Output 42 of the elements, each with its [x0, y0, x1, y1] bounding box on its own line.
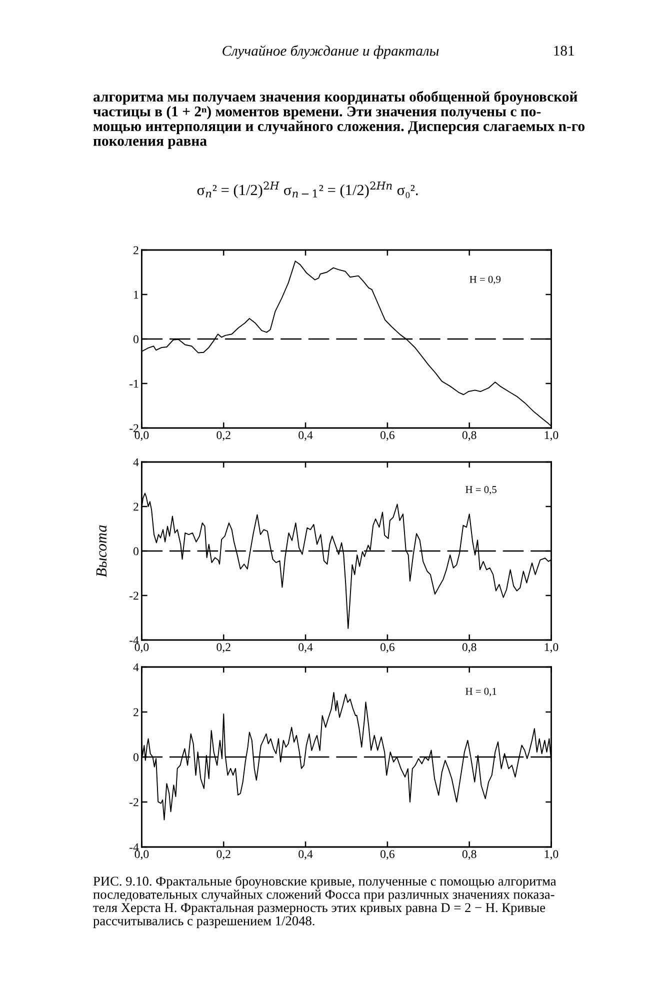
x-tick-label: 0,0: [134, 850, 149, 860]
x-tick-label: 1,0: [544, 850, 558, 860]
y-tick-label: 0: [133, 753, 138, 762]
text: алгоритма мы получаем значения координаты обобщенной броуновской частицы в (1 + 2ⁿ) моментов времени. Эти значения получены с по- мощью интерполяции и случайного сложения. Дисперсия слагаемых n-го поколения равна: [93, 91, 585, 149]
y-tick-label: 0: [133, 335, 138, 344]
y-tick-label: 1: [134, 290, 138, 299]
x-tick-label: 1,0: [544, 643, 558, 653]
x-tick-label: 0,0: [134, 431, 149, 441]
x-tick-label: 0,6: [380, 431, 394, 441]
x-tick-label: 1,0: [544, 431, 558, 441]
annotation: H = 0,1: [466, 688, 496, 696]
text: РИС. 9.10. Фрактальные броуновские кривые, полученные с помощью алгоритма последовательных случайных сложений Фосса при различных значениях показа- теля Херста H. Фрактальная размерность этих кривых равна D = 2 − H. Кривые рассчитывались с разрешением 1/2048.: [93, 876, 556, 928]
annotation: H = 0,9: [470, 276, 501, 284]
y-tick-label: 4: [133, 458, 139, 466]
y-tick-label: -4: [130, 843, 139, 852]
y-tick-label: 4: [133, 663, 139, 672]
y-tick-label: -2: [130, 798, 138, 806]
x-tick-label: 0,8: [462, 643, 476, 653]
x-tick-label: 0,6: [380, 643, 394, 653]
x-tick-label: 0,4: [298, 431, 313, 441]
y-tick-label: 0: [133, 547, 138, 556]
x-tick-label: 0,4: [298, 643, 313, 653]
x-tick-label: 0,6: [380, 850, 394, 860]
x-tick-label: 0,8: [462, 850, 476, 860]
y-tick-label: -4: [130, 636, 139, 644]
x-tick-label: 0,2: [216, 431, 230, 441]
y-tick-label: 2: [134, 246, 138, 254]
annotation: H = 0,5: [466, 486, 496, 495]
y-tick-label: -2: [130, 424, 138, 432]
y-tick-label: -1: [130, 380, 138, 388]
y-tick-label: -2: [130, 592, 138, 600]
y-tick-label: 2: [134, 502, 138, 511]
x-tick-label: 0,0: [134, 643, 149, 653]
x-tick-label: 0,2: [216, 850, 230, 860]
text: Случайное блуждание и фракталы: [222, 45, 439, 59]
y-tick-label: 2: [134, 708, 138, 716]
text: 181: [554, 46, 574, 56]
x-tick-label: 0,4: [298, 850, 313, 860]
text: σ$_{n}$² = (1/2)$^{2H}$ σ$_{n−1}$² = (1/2)$^{2Hn}$ σ₀².: [197, 182, 418, 198]
x-tick-label: 0,2: [216, 643, 230, 653]
x-tick-label: 0,8: [462, 431, 476, 441]
y-axis-title: Высота: [96, 525, 107, 578]
